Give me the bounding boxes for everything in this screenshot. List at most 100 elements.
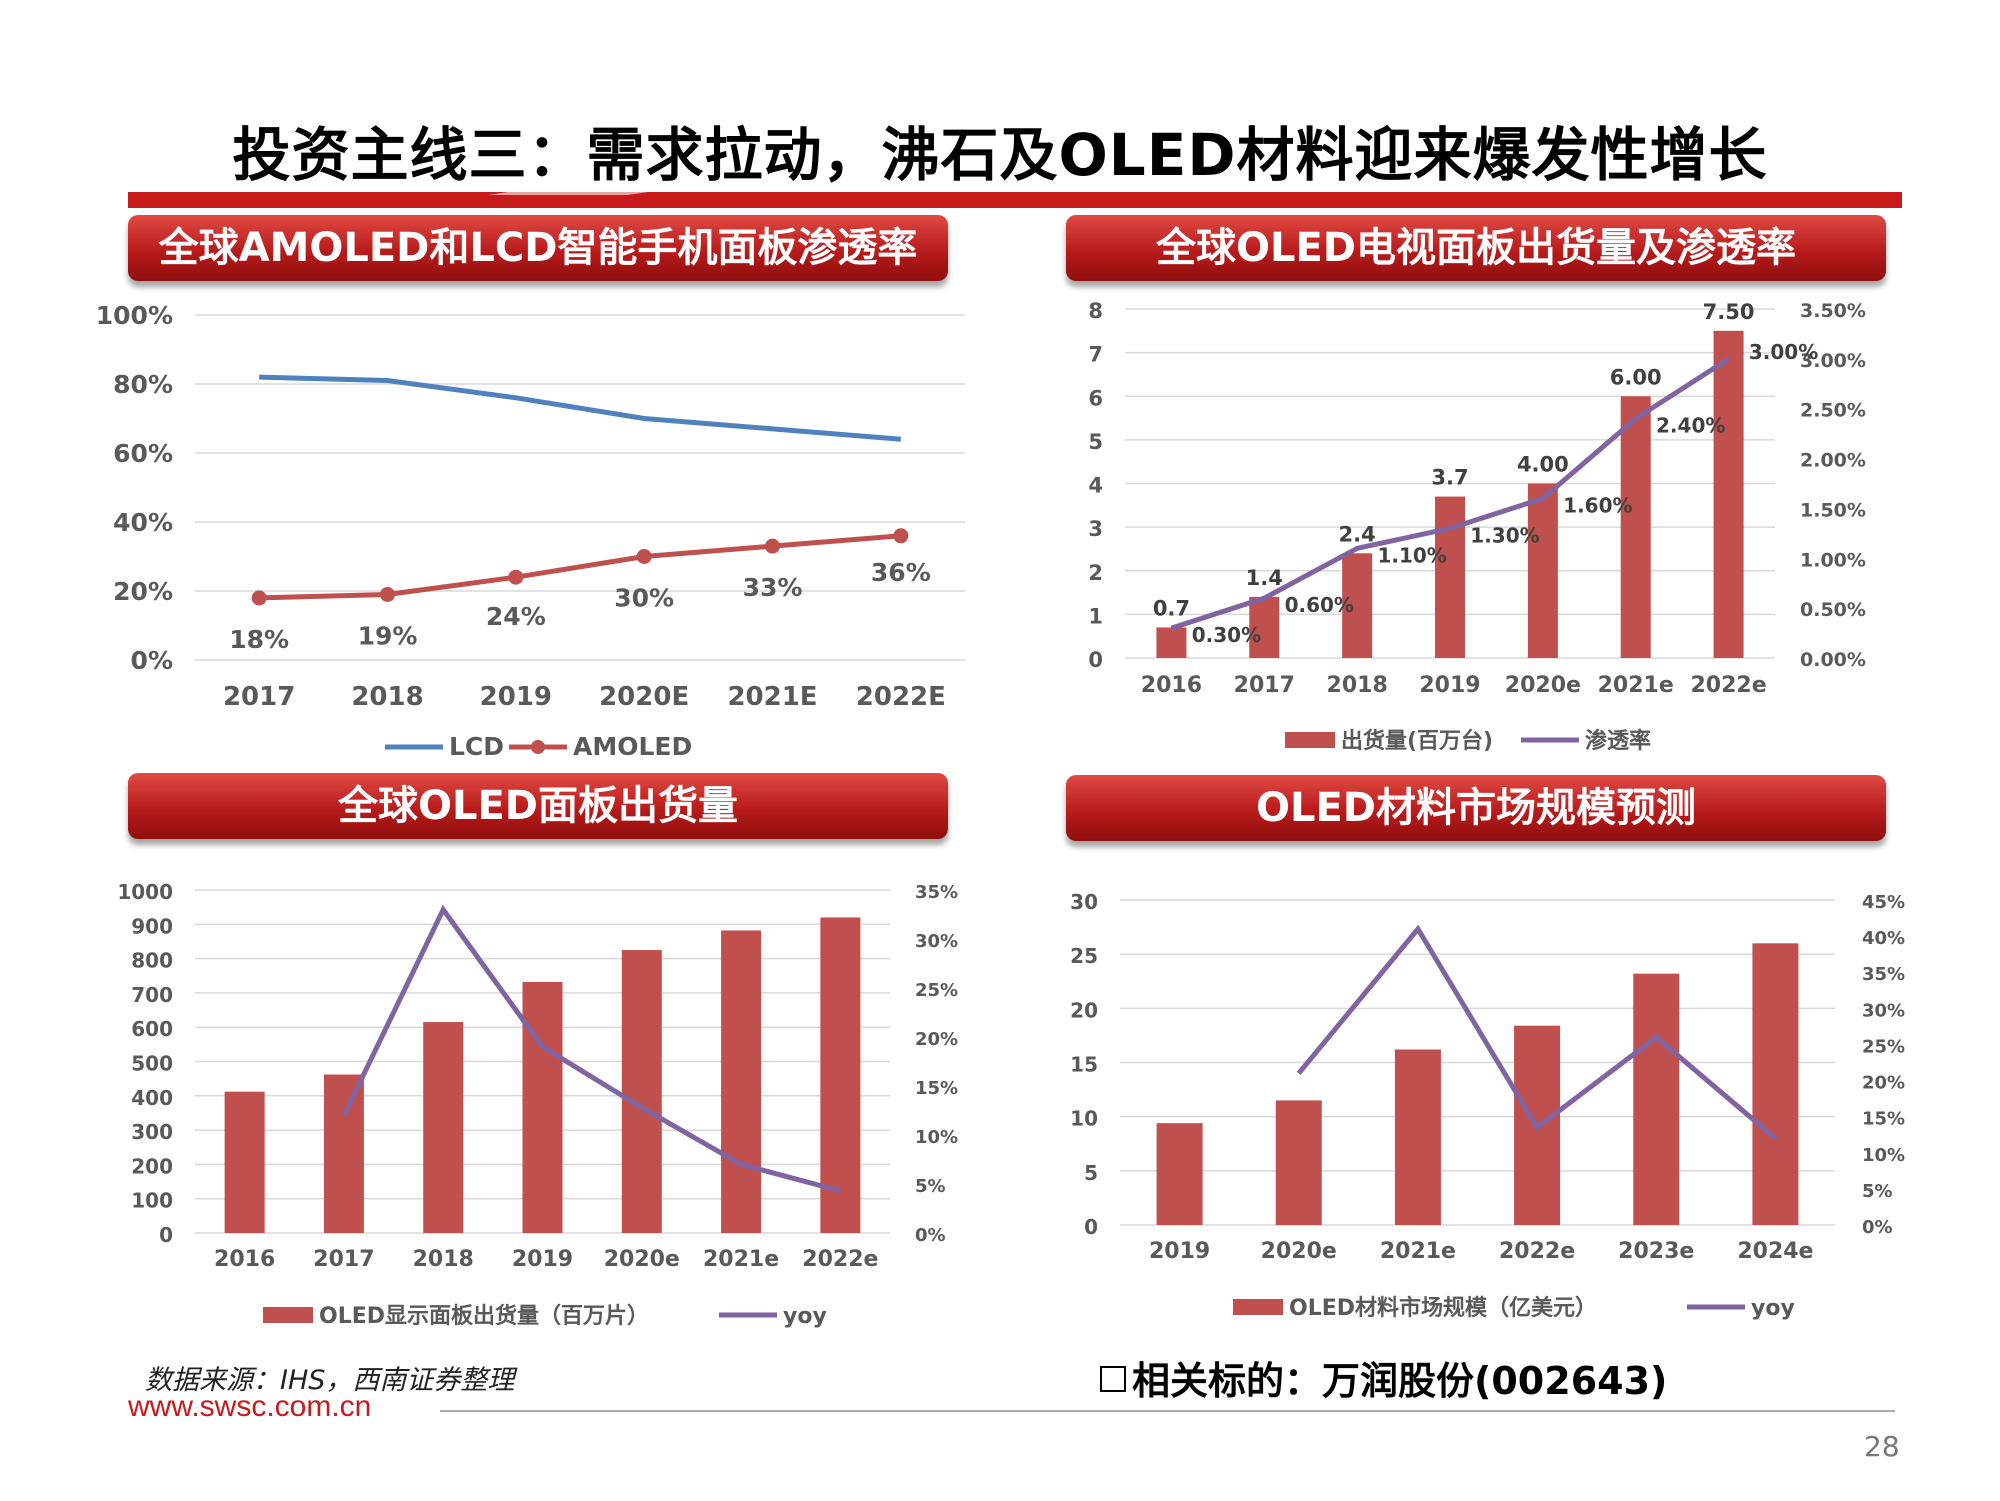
x-tick-label: 2021e	[703, 1247, 779, 1272]
y2-tick-label: 35%	[915, 882, 958, 903]
data-source: 数据来源：IHS，西南证券整理	[145, 1365, 515, 1396]
bar	[423, 1022, 464, 1233]
chart2-banner: 全球OLED电视面板出货量及渗透率	[1066, 215, 1886, 281]
bar	[1752, 943, 1799, 1225]
y2-tick-label: 25%	[1862, 1036, 1905, 1057]
x-tick-label: 2017	[1234, 673, 1295, 698]
x-tick-label: 2022E	[856, 682, 946, 712]
y2-tick-label: 15%	[915, 1078, 958, 1099]
bar	[1275, 1100, 1322, 1225]
x-tick-label: 2024e	[1737, 1239, 1813, 1264]
legend-label: OLED显示面板出货量（百万片）	[319, 1303, 649, 1329]
bar-value-label: 1.4	[1246, 566, 1283, 590]
line-value-label: 1.10%	[1377, 543, 1446, 567]
x-tick-label: 2019	[1419, 673, 1480, 698]
bar	[224, 1091, 265, 1233]
y-tick-label: 40%	[113, 508, 173, 537]
legend-label: yoy	[1751, 1296, 1795, 1321]
x-tick-label: 2018	[1327, 673, 1388, 698]
x-tick-label: 2016	[1141, 673, 1202, 698]
bar	[1620, 396, 1651, 658]
legend-label: LCD	[449, 732, 504, 761]
y-tick-label: 400	[131, 1086, 173, 1110]
legend-swatch-bar	[1233, 1299, 1283, 1315]
data-point	[765, 538, 780, 554]
y-tick-label: 7	[1088, 343, 1103, 367]
x-tick-label: 2018	[413, 1247, 474, 1272]
x-tick-label: 2023e	[1618, 1239, 1694, 1264]
x-tick-label: 2020e	[1505, 673, 1581, 698]
line-value-label: 0.30%	[1192, 623, 1261, 647]
legend-marker	[531, 740, 545, 754]
x-tick-label: 2018	[351, 682, 423, 712]
y2-tick-label: 5%	[1862, 1181, 1893, 1202]
y2-tick-label: 25%	[915, 980, 958, 1001]
x-tick-label: 2021E	[727, 682, 817, 712]
series-line-lcd	[259, 374, 902, 442]
y-tick-label: 6	[1088, 386, 1103, 410]
x-tick-label: 2017	[223, 682, 295, 712]
bar	[1156, 1123, 1203, 1225]
y-tick-label: 2	[1088, 561, 1103, 585]
chart3-banner: 全球OLED面板出货量	[128, 773, 948, 839]
y2-tick-label: 10%	[915, 1127, 958, 1148]
chart4-banner: OLED材料市场规模预测	[1066, 775, 1886, 841]
y-tick-label: 20	[1070, 998, 1098, 1022]
bar-value-label: 2.4	[1339, 522, 1376, 546]
chart1-banner: 全球AMOLED和LCD智能手机面板渗透率	[128, 215, 948, 281]
bar	[820, 917, 861, 1233]
y2-tick-label: 5%	[915, 1176, 946, 1197]
y2-tick-label: 0%	[915, 1225, 946, 1246]
bar-value-label: 6.00	[1610, 365, 1662, 389]
bar	[721, 930, 762, 1233]
y2-tick-label: 30%	[915, 931, 958, 952]
bar	[1713, 330, 1744, 658]
series-line-amoled	[259, 533, 902, 601]
related-stock: 相关标的：万润股份(002643)	[1100, 1350, 1667, 1405]
y-tick-label: 15	[1070, 1053, 1098, 1077]
y-tick-label: 800	[131, 949, 173, 973]
y-tick-label: 80%	[113, 370, 173, 399]
y2-tick-label: 2.50%	[1800, 400, 1866, 422]
line-value-label: 3.00%	[1749, 340, 1818, 364]
data-label: 19%	[358, 621, 418, 650]
y-tick-label: 5	[1084, 1161, 1098, 1185]
checkbox-square-icon	[1100, 1366, 1126, 1392]
y2-tick-label: 0%	[1862, 1217, 1893, 1238]
line-value-label: 1.30%	[1470, 523, 1539, 547]
y2-tick-label: 20%	[915, 1029, 958, 1050]
y-tick-label: 500	[131, 1052, 173, 1076]
bar	[323, 1074, 364, 1233]
legend-swatch-bar	[263, 1307, 313, 1323]
x-tick-label: 2022e	[1690, 673, 1766, 698]
x-tick-label: 2019	[1149, 1239, 1210, 1264]
data-label: 24%	[486, 602, 546, 631]
y2-tick-label: 35%	[1862, 964, 1905, 985]
bar	[1435, 496, 1465, 658]
y-tick-label: 900	[131, 914, 173, 938]
x-tick-label: 2016	[214, 1247, 275, 1272]
data-point	[251, 590, 267, 606]
y-tick-label: 100%	[96, 301, 173, 330]
y2-tick-label: 3.50%	[1800, 300, 1866, 322]
y-tick-label: 0%	[131, 646, 173, 675]
bar	[1633, 973, 1680, 1225]
series-line-yoy	[341, 904, 842, 1194]
x-tick-label: 2020e	[604, 1247, 680, 1272]
y2-tick-label: 1.50%	[1800, 499, 1866, 521]
bar-value-label: 3.7	[1431, 466, 1468, 490]
bar	[621, 950, 662, 1233]
data-label: 33%	[743, 573, 803, 602]
y2-tick-label: 3.00%	[1800, 350, 1866, 372]
y-tick-label: 600	[131, 1017, 173, 1041]
x-tick-label: 2019	[480, 682, 552, 712]
y2-tick-label: 2.00%	[1800, 450, 1866, 472]
line-value-label: 0.60%	[1285, 593, 1354, 617]
y-tick-label: 3	[1088, 517, 1103, 541]
y2-tick-label: 1.00%	[1800, 549, 1866, 571]
x-tick-label: 2020E	[599, 682, 689, 712]
x-tick-label: 2019	[512, 1247, 573, 1272]
y-tick-label: 1000	[117, 880, 173, 904]
website-url[interactable]: www.swsc.com.cn	[128, 1390, 372, 1423]
bar	[1156, 627, 1187, 658]
